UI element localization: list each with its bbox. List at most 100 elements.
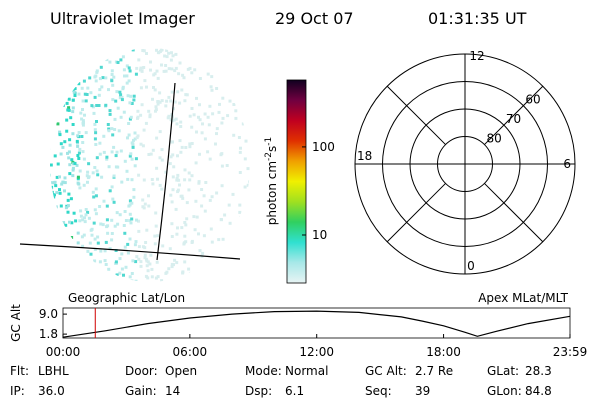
speckle — [144, 121, 148, 125]
speckle — [180, 226, 184, 230]
speckle — [121, 55, 125, 59]
speckle — [63, 269, 67, 273]
speckle — [27, 246, 30, 249]
y-axis-label: GC Alt — [9, 304, 23, 342]
speckle — [33, 154, 36, 157]
speckle — [25, 147, 28, 150]
speckle — [20, 156, 23, 159]
speckle — [104, 263, 108, 266]
speckle — [37, 254, 40, 257]
speckle — [40, 186, 43, 189]
speckle — [42, 174, 45, 177]
field-value: LBHL — [38, 364, 69, 378]
speckle — [174, 207, 178, 211]
speckle — [78, 49, 82, 53]
speckle — [104, 240, 108, 244]
speckle — [90, 104, 94, 108]
speckle — [235, 59, 239, 63]
speckle — [71, 88, 75, 92]
speckle — [200, 131, 204, 135]
speckle — [197, 180, 201, 184]
speckle — [217, 110, 221, 114]
speckle — [50, 146, 51, 150]
speckle — [98, 260, 102, 264]
speckle — [82, 233, 86, 237]
speckle — [55, 175, 59, 179]
speckle — [66, 198, 70, 202]
speckle — [50, 86, 51, 90]
speckle — [105, 218, 109, 222]
speckle — [86, 210, 90, 214]
speckle — [65, 129, 69, 133]
speckle — [184, 93, 188, 97]
speckle — [99, 65, 103, 69]
speckle — [45, 134, 48, 137]
speckle — [130, 141, 134, 145]
speckle — [29, 222, 32, 225]
speckle — [37, 54, 40, 57]
speckle — [210, 195, 214, 199]
speckle — [21, 210, 24, 213]
speckle — [246, 183, 250, 187]
speckle — [68, 172, 72, 176]
speckle — [75, 73, 79, 77]
speckle — [56, 76, 59, 80]
speckle — [194, 273, 198, 277]
speckle — [75, 139, 79, 143]
speckle — [180, 88, 184, 92]
speckle — [84, 208, 88, 211]
speckle — [89, 252, 93, 256]
speckle — [69, 116, 73, 120]
speckle — [238, 203, 242, 207]
speckle — [181, 73, 185, 77]
speckle — [156, 234, 160, 238]
field-value: Normal — [285, 364, 328, 378]
speckle — [96, 173, 100, 177]
x-tick-label: 06:00 — [173, 345, 208, 359]
speckle — [239, 146, 242, 150]
speckle — [88, 241, 92, 245]
title: Ultraviolet Imager — [50, 9, 195, 28]
speckle — [232, 103, 236, 106]
speckle — [153, 234, 157, 238]
speckle — [188, 114, 192, 118]
speckle — [217, 59, 221, 63]
speckle — [204, 181, 208, 184]
speckle — [24, 76, 27, 79]
speckle — [169, 155, 173, 159]
speckle — [55, 214, 58, 218]
speckle — [98, 205, 102, 208]
speckle — [240, 270, 244, 274]
speckle — [160, 158, 164, 162]
speckle — [79, 267, 83, 271]
speckle — [110, 73, 114, 76]
speckle — [72, 211, 76, 215]
speckle — [152, 73, 156, 77]
speckle — [89, 91, 93, 95]
speckle — [51, 59, 55, 63]
field-value: 6.1 — [285, 384, 304, 398]
speckle — [34, 171, 37, 174]
speckle — [106, 123, 110, 126]
speckle — [32, 124, 35, 127]
speckle — [45, 211, 48, 214]
speckle — [39, 66, 42, 69]
speckle — [210, 277, 213, 281]
speckle — [94, 194, 98, 198]
speckle — [79, 71, 82, 75]
speckle — [110, 69, 114, 73]
speckle — [33, 226, 36, 229]
speckle — [95, 69, 99, 73]
speckle — [76, 177, 80, 181]
speckle — [123, 159, 127, 163]
speckle — [65, 82, 68, 86]
mlt-diagonal — [386, 183, 446, 243]
speckle — [71, 241, 75, 245]
speckle — [25, 187, 28, 190]
speckle — [79, 275, 83, 279]
speckle — [135, 66, 139, 70]
mlt-diagonal — [484, 183, 544, 243]
speckle — [142, 178, 146, 182]
speckle — [119, 93, 123, 97]
speckle — [244, 139, 248, 143]
